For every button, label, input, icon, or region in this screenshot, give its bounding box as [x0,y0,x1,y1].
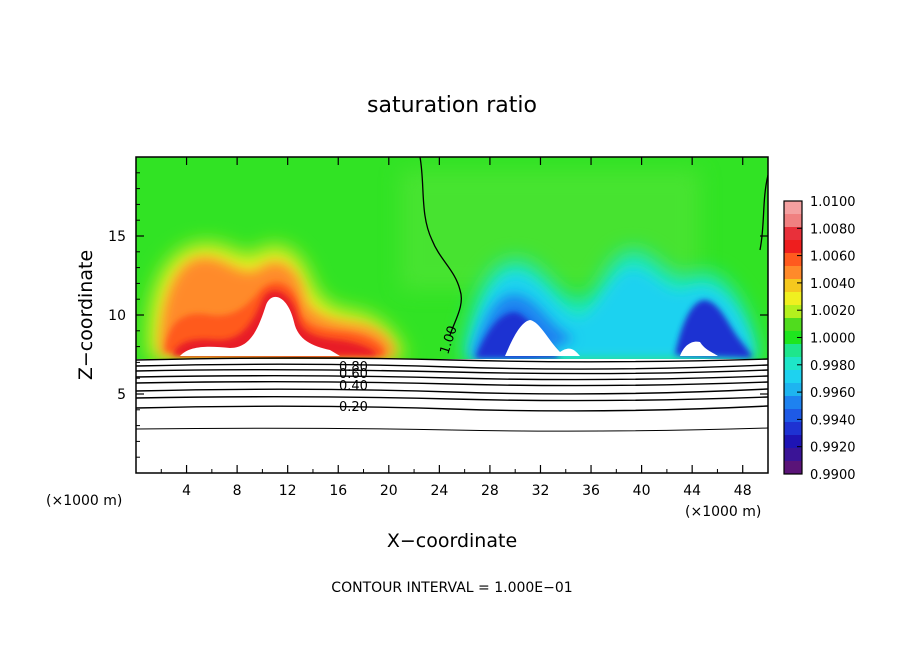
colorbar-swatch [784,409,802,423]
colorbar-label: 1.0100 [810,195,856,210]
colorbar-swatch [784,383,802,397]
colorbar-swatch [784,422,802,436]
x-tick-label: 4 [182,483,191,499]
x-tick-label: 40 [633,483,651,499]
x-tick-label: 24 [430,483,448,499]
colorbar-label: 1.0080 [810,222,856,237]
y-tick-label: 5 [117,387,126,403]
colorbar-label: 1.0040 [810,277,856,292]
x-unit-left: (×1000 m) [46,493,122,509]
y-tick-label: 10 [108,308,126,324]
y-axis: 5 10 15 [108,172,768,458]
colorbar-swatch [784,240,802,254]
colorbar-label: 0.9900 [810,468,856,483]
colorbar-swatch [784,266,802,280]
colorbar-label: 0.9960 [810,386,856,401]
colorbar-label: 0.9940 [810,413,856,428]
contour-label-0-20: 0.20 [339,400,368,415]
x-tick-label: 8 [233,483,242,499]
x-unit-right: (×1000 m) [685,504,761,520]
colorbar-swatch [784,448,802,462]
chart-title: saturation ratio [367,93,537,118]
colorbar-swatch [784,318,802,332]
x-axis-label: X−coordinate [387,530,517,552]
colorbar-label: 1.0000 [810,332,856,347]
y-tick-label: 15 [108,229,126,245]
colorbar-swatch [784,357,802,371]
y-axis-label: Z−coordinate [75,250,97,380]
x-tick-label: 20 [380,483,398,499]
colorbar-swatch [784,201,802,215]
colorbar-label: 0.9980 [810,359,856,374]
colorbar-swatch [784,344,802,358]
high-supersaturation-region [149,243,405,360]
colorbar-swatch [784,461,802,475]
colorbar-swatch [784,396,802,410]
x-tick-label: 16 [329,483,347,499]
contour-label-0-80: 0.80 [339,360,368,375]
contour-label-0-60: 0.60 [339,367,368,382]
heatmap-field: 1.00 0.80 0.60 0.40 0.20 [136,157,768,473]
x-tick-label: 32 [532,483,550,499]
x-tick-label: 44 [683,483,701,499]
colorbar-label: 1.0020 [810,304,856,319]
x-tick-label: 48 [734,483,752,499]
colorbar-swatch [784,435,802,449]
colorbar-swatch [784,370,802,384]
contour-lines [136,157,768,432]
colorbar-swatch [784,253,802,267]
colorbar: 1.0100 1.0080 1.0060 1.0040 1.0020 1.0000 0.99… [783,195,856,483]
colorbar-swatch [784,227,802,241]
colorbar-swatch [784,279,802,293]
colorbar-swatch [784,214,802,228]
x-tick-label: 12 [279,483,297,499]
colorbar-swatch [784,292,802,306]
contour-label-0-40: 0.40 [339,379,368,394]
colorbar-swatch [784,305,802,319]
x-tick-label: 28 [481,483,499,499]
subsaturation-region [462,249,760,361]
x-axis: 4 8 12 16 20 24 28 32 36 40 44 48 [160,157,752,499]
colorbar-swatch [784,331,802,345]
colorbar-label: 0.9920 [810,441,856,456]
contour-interval-note: CONTOUR INTERVAL = 1.000E−01 [331,580,572,596]
x-tick-label: 36 [582,483,600,499]
colorbar-label: 1.0060 [810,250,856,265]
